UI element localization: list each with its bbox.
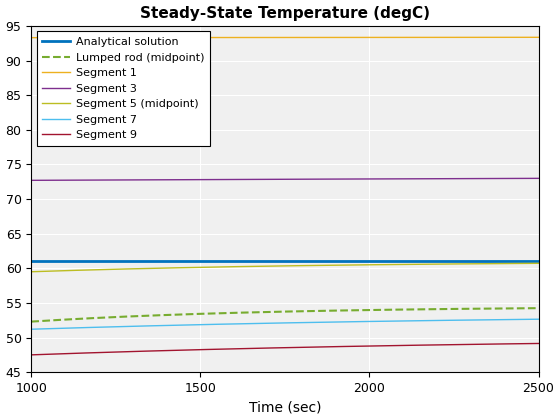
Segment 3 — [367, 176, 374, 181]
Analytical solution — [367, 259, 374, 264]
Segment 9 — [28, 352, 35, 357]
Segment 5 (midpoint) — [327, 263, 334, 268]
Segment 1 — [535, 35, 542, 40]
Segment 5 (midpoint) — [410, 262, 417, 267]
Line: Segment 5 (midpoint): Segment 5 (midpoint) — [31, 263, 539, 272]
Segment 3 — [258, 177, 264, 182]
Line: Segment 3: Segment 3 — [31, 178, 539, 180]
Analytical solution — [258, 259, 264, 264]
Segment 7 — [28, 327, 35, 332]
Lumped rod (midpoint) — [258, 310, 264, 315]
Segment 1 — [28, 35, 35, 40]
Segment 7 — [258, 321, 264, 326]
Segment 7 — [118, 324, 124, 329]
Segment 7 — [327, 320, 334, 325]
Segment 1 — [158, 35, 165, 40]
Segment 9 — [258, 346, 264, 351]
Analytical solution — [28, 259, 35, 264]
Segment 3 — [158, 177, 165, 182]
Segment 7 — [367, 319, 374, 324]
Segment 9 — [535, 341, 542, 346]
Segment 5 (midpoint) — [258, 264, 264, 269]
Segment 5 (midpoint) — [158, 265, 165, 270]
Segment 7 — [158, 323, 165, 328]
Lumped rod (midpoint) — [28, 319, 35, 324]
Analytical solution — [118, 259, 124, 264]
Segment 3 — [28, 178, 35, 183]
Lumped rod (midpoint) — [535, 306, 542, 311]
Segment 5 (midpoint) — [367, 262, 374, 267]
Analytical solution — [327, 259, 334, 264]
Line: Segment 9: Segment 9 — [31, 344, 539, 355]
Segment 1 — [410, 35, 417, 40]
Segment 1 — [258, 35, 264, 40]
Segment 5 (midpoint) — [118, 267, 124, 272]
Line: Lumped rod (midpoint): Lumped rod (midpoint) — [31, 308, 539, 322]
Segment 9 — [327, 344, 334, 349]
Segment 1 — [367, 35, 374, 40]
Lumped rod (midpoint) — [367, 307, 374, 312]
Segment 5 (midpoint) — [28, 269, 35, 274]
Segment 9 — [410, 343, 417, 348]
Segment 5 (midpoint) — [535, 261, 542, 266]
Segment 9 — [118, 349, 124, 354]
Title: Steady-State Temperature (degC): Steady-State Temperature (degC) — [140, 5, 430, 21]
Lumped rod (midpoint) — [118, 314, 124, 319]
Analytical solution — [535, 259, 542, 264]
Segment 3 — [535, 176, 542, 181]
Analytical solution — [158, 259, 165, 264]
X-axis label: Time (sec): Time (sec) — [249, 400, 321, 415]
Segment 9 — [158, 348, 165, 353]
Lumped rod (midpoint) — [158, 312, 165, 318]
Segment 7 — [535, 317, 542, 322]
Lumped rod (midpoint) — [410, 307, 417, 312]
Segment 7 — [410, 318, 417, 323]
Segment 9 — [367, 344, 374, 349]
Segment 3 — [118, 177, 124, 182]
Segment 1 — [327, 35, 334, 40]
Lumped rod (midpoint) — [327, 308, 334, 313]
Line: Segment 7: Segment 7 — [31, 319, 539, 329]
Segment 3 — [327, 176, 334, 181]
Segment 1 — [118, 35, 124, 40]
Analytical solution — [410, 259, 417, 264]
Segment 3 — [410, 176, 417, 181]
Legend: Analytical solution, Lumped rod (midpoint), Segment 1, Segment 3, Segment 5 (mid: Analytical solution, Lumped rod (midpoin… — [37, 32, 210, 146]
